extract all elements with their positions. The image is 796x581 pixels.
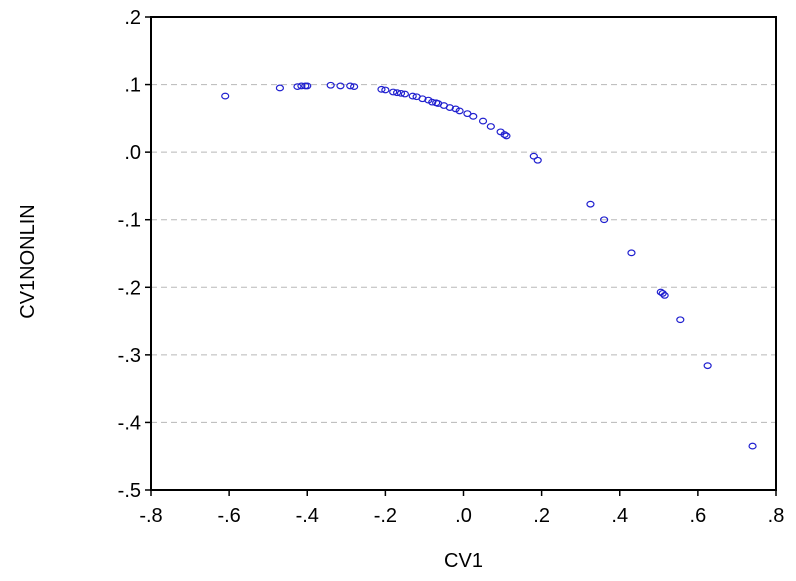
x-tick-label: .0 (455, 505, 472, 527)
y-tick-label: -.4 (118, 412, 141, 434)
data-point (703, 362, 712, 370)
data-point (455, 107, 464, 115)
x-tick-label: -.6 (217, 505, 240, 527)
data-point (408, 92, 417, 100)
data-point (600, 216, 609, 224)
data-point (418, 95, 427, 103)
y-axis-title: CV1NONLIN (17, 204, 39, 318)
data-point (381, 86, 390, 94)
data-point (627, 249, 636, 257)
data-point (502, 132, 511, 140)
data-point (293, 83, 302, 90)
x-tick-label: .4 (611, 505, 628, 527)
data-point (221, 92, 230, 100)
y-tick-label: .1 (124, 75, 141, 97)
x-tick-label: .2 (533, 505, 550, 527)
data-point (303, 82, 312, 90)
x-axis-title: CV1 (444, 550, 483, 572)
y-tick-label: .0 (124, 142, 141, 164)
gridlines (151, 16, 776, 491)
y-tick-label: -.5 (118, 480, 141, 502)
x-axis: -.8 -.6 -.4 -.2 .0 .2 .4 .6 .8 (139, 490, 784, 527)
y-tick-label: -.1 (118, 210, 141, 232)
data-point (445, 104, 454, 111)
data-point (275, 84, 285, 92)
x-tick-label: -.8 (139, 505, 162, 527)
y-tick-label: -.3 (118, 345, 141, 367)
data-point (486, 123, 495, 130)
x-tick-label: .6 (690, 505, 707, 527)
data-point (533, 156, 542, 164)
y-tick-label: .2 (124, 7, 141, 29)
data-point (350, 83, 359, 90)
data-point (377, 85, 386, 93)
data-point (396, 89, 406, 97)
y-axis: .2 .1 .0 -.1 -.2 -.3 -.4 -.5 (118, 7, 151, 502)
x-tick-label: -.2 (374, 505, 397, 527)
data-point (392, 89, 402, 97)
data-point (469, 112, 478, 120)
data-point (586, 200, 595, 208)
y-tick-label: -.2 (118, 277, 141, 299)
data-point (389, 88, 398, 96)
x-tick-label: -.4 (296, 505, 319, 527)
data-point (500, 131, 509, 138)
data-point (676, 316, 685, 324)
plot-frame (150, 16, 777, 491)
data-point (660, 291, 669, 299)
data-point (326, 81, 335, 89)
data-point (336, 82, 345, 90)
data-points (221, 81, 757, 450)
data-point (478, 117, 488, 125)
data-point (748, 442, 757, 450)
data-point (346, 82, 355, 90)
data-point (297, 82, 306, 90)
data-point (400, 90, 410, 98)
data-point (428, 98, 437, 106)
x-tick-label: .8 (768, 505, 785, 527)
